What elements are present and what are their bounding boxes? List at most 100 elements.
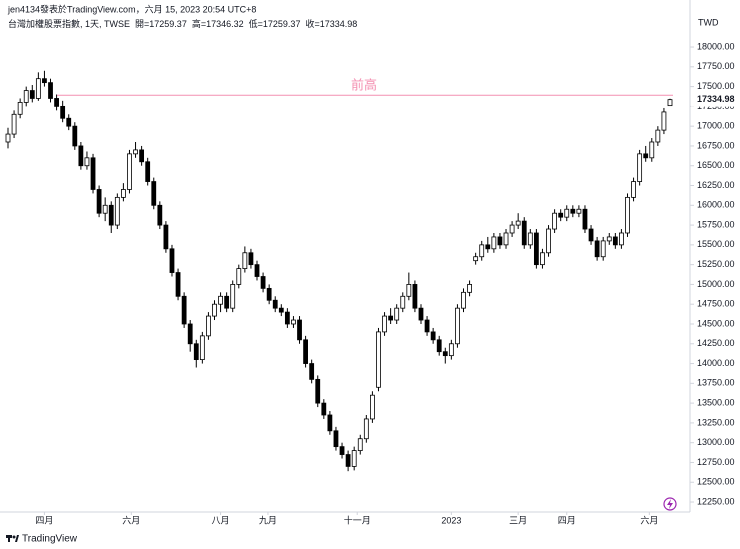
author-line: jen4134發表於TradingView.com，六月 15, 2023 20… (7, 3, 256, 14)
candle-body (515, 220, 521, 226)
ohlc-value: 17259.37 (149, 19, 187, 29)
candle-body (133, 149, 138, 155)
y-tick-label: 13750.00 (697, 378, 735, 388)
candle-body (394, 307, 400, 321)
candle-body (248, 252, 254, 266)
alert-icon[interactable] (663, 497, 677, 511)
x-tick-label: 六月 (122, 514, 140, 525)
legend-title: 台灣加權股票指數, 1天, TWSE (8, 18, 130, 29)
candle-body (163, 224, 169, 250)
candle-body (199, 335, 205, 360)
candle-body (412, 284, 418, 309)
ohlc-label: 收= (305, 18, 319, 29)
x-tick-label: 八月 (212, 515, 230, 525)
candle-body (576, 208, 582, 214)
candle-body (533, 232, 539, 266)
x-tick-label: 四月 (558, 515, 576, 525)
candle-body (193, 343, 199, 360)
candle-body (260, 276, 266, 289)
candle-body (345, 454, 351, 467)
candle-body (497, 236, 503, 246)
candle-body (558, 212, 564, 218)
y-tick-label: 12750.00 (697, 457, 735, 467)
candle-body (284, 311, 290, 325)
candle-body (600, 240, 606, 258)
candle-body (485, 244, 491, 250)
candle-body (242, 252, 248, 269)
candle-body (570, 208, 576, 214)
y-tick-label: 13250.00 (697, 417, 735, 427)
candle-body (151, 181, 157, 206)
candle-body (455, 307, 460, 345)
candle-body (224, 295, 230, 309)
candle-body (400, 295, 406, 309)
y-tick-label: 13500.00 (697, 397, 735, 407)
y-tick-label: 17750.00 (697, 61, 735, 71)
candle-body (588, 228, 594, 242)
candle-body (430, 331, 436, 341)
candle-body (60, 105, 66, 119)
y-tick-label: 15500.00 (697, 239, 735, 249)
candle-body (17, 102, 23, 115)
candle-body (120, 189, 126, 198)
candle-body (442, 351, 448, 357)
candle-body (266, 287, 272, 301)
candle-body (649, 141, 655, 159)
candle-body (29, 90, 35, 99)
candle-body (66, 117, 72, 127)
y-tick-label: 16000.00 (697, 200, 735, 210)
candle-body (467, 284, 472, 293)
candle-body (11, 113, 17, 135)
ohlc-value: 17334.98 (320, 19, 358, 29)
candle-body (5, 133, 11, 143)
ohlc-value: 17346.32 (206, 19, 244, 29)
candle-body (327, 414, 333, 432)
x-tick-label: 十一月 (344, 514, 371, 525)
y-tick-label: 14750.00 (697, 299, 735, 309)
candle-body (78, 145, 84, 167)
y-tick-label: 15250.00 (697, 259, 735, 269)
candle-body (406, 284, 412, 297)
candle-body (321, 402, 327, 416)
x-tick-label: 四月 (35, 515, 53, 525)
currency: TWD (698, 17, 719, 27)
tv-logo (6, 535, 19, 542)
candle-body (594, 240, 600, 258)
candle-body (291, 319, 296, 325)
y-tick-label: 18000.00 (697, 41, 735, 51)
candle-body (230, 284, 236, 309)
candle-body (424, 319, 430, 333)
candle-body (96, 189, 102, 214)
candle-body (127, 153, 132, 190)
candle-body (521, 220, 527, 246)
candle-body (339, 446, 345, 455)
candle-body (527, 232, 533, 246)
candle-body (582, 208, 588, 230)
candle-body (473, 256, 479, 262)
candle-body (606, 236, 612, 242)
brand: TradingView (22, 534, 78, 545)
candle-body (491, 236, 497, 250)
candle-body (114, 196, 120, 226)
candle-body (181, 295, 187, 325)
candle-body (637, 153, 643, 182)
candle-body (479, 244, 485, 258)
candle-body (90, 157, 96, 190)
candle-body (218, 295, 223, 305)
candle-body (139, 149, 145, 163)
candle-body (212, 303, 217, 317)
y-tick-label: 14250.00 (697, 338, 735, 348)
candle-body (48, 82, 53, 99)
candle-body (42, 78, 47, 84)
candle-body (461, 291, 466, 309)
y-tick-label: 17000.00 (697, 121, 735, 131)
candle-body (54, 98, 59, 107)
candle-body (315, 378, 321, 404)
x-tick-label: 2023 (441, 515, 461, 525)
candle-body (388, 315, 394, 321)
candle-body (631, 181, 636, 198)
candle-body (363, 418, 369, 440)
candle-body (108, 204, 114, 226)
candle-body (564, 208, 570, 218)
